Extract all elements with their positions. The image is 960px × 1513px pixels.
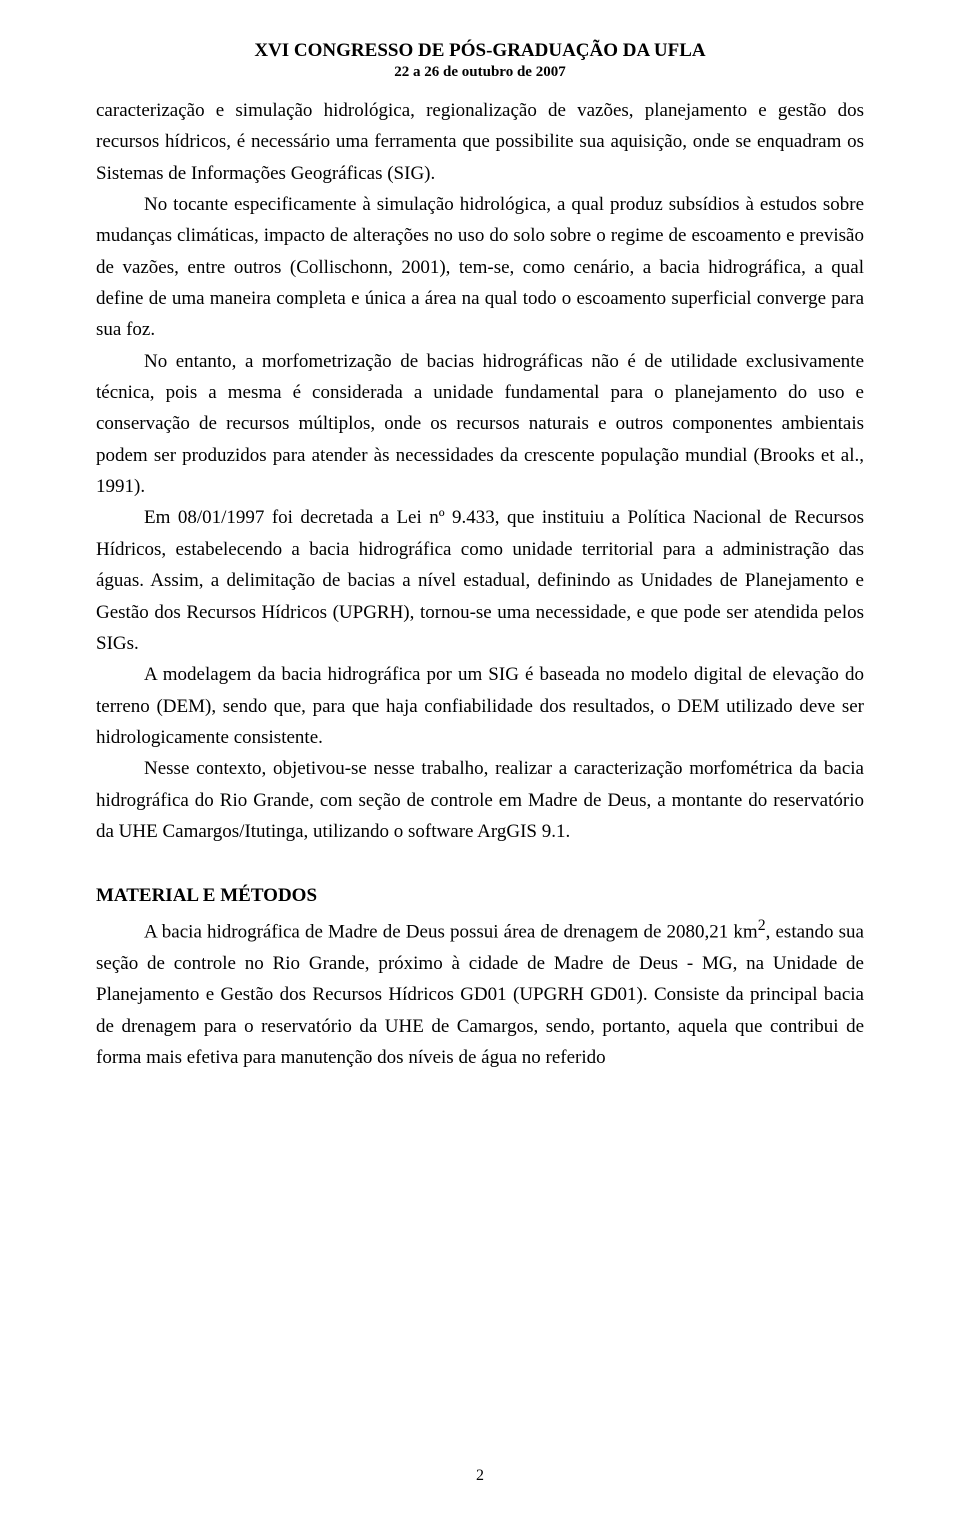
header-subtitle: 22 a 26 de outubro de 2007 xyxy=(96,64,864,81)
paragraph-1: caracterização e simulação hidrológica, … xyxy=(96,95,864,189)
paragraph-7-superscript: 2 xyxy=(758,917,766,934)
paragraph-2: No tocante especificamente à simulação h… xyxy=(96,189,864,346)
paragraph-6: Nesse contexto, objetivou-se nesse traba… xyxy=(96,753,864,847)
header-title: XVI CONGRESSO DE PÓS-GRADUAÇÃO DA UFLA xyxy=(96,40,864,62)
section-heading-material-metodos: MATERIAL E MÉTODOS xyxy=(96,885,864,907)
paragraph-3: No entanto, a morfometrização de bacias … xyxy=(96,346,864,503)
paragraph-7: A bacia hidrográfica de Madre de Deus po… xyxy=(96,913,864,1073)
body-text: caracterização e simulação hidrológica, … xyxy=(96,95,864,1073)
paragraph-4: Em 08/01/1997 foi decretada a Lei nº 9.4… xyxy=(96,502,864,659)
page-number: 2 xyxy=(0,1467,960,1485)
paragraph-5: A modelagem da bacia hidrográfica por um… xyxy=(96,659,864,753)
paragraph-7-suffix: , estando sua seção de controle no Rio G… xyxy=(96,922,864,1068)
page: XVI CONGRESSO DE PÓS-GRADUAÇÃO DA UFLA 2… xyxy=(0,0,960,1513)
paragraph-7-prefix: A bacia hidrográfica de Madre de Deus po… xyxy=(144,922,758,943)
